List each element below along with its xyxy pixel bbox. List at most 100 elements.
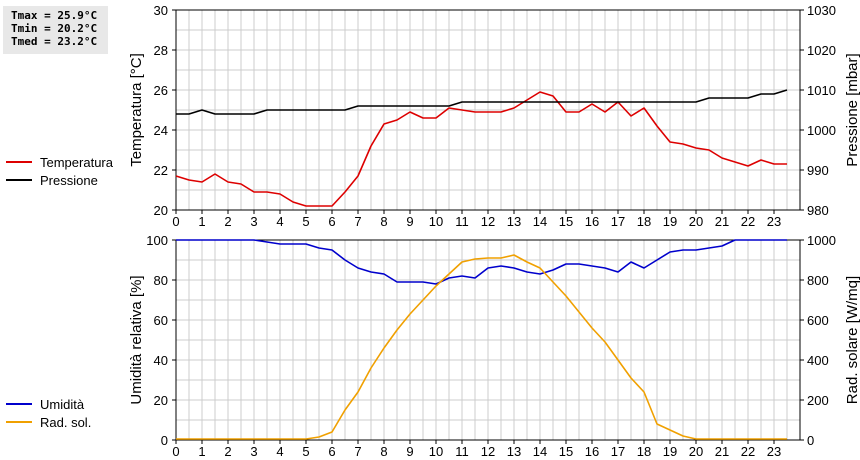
x-tick-label: 22 bbox=[741, 214, 755, 229]
y2-tick-label: 1000 bbox=[807, 233, 836, 248]
y-tick-label: 26 bbox=[154, 83, 168, 98]
x-tick-label: 23 bbox=[767, 214, 781, 229]
tmed-text: Tmed = 23.2°C bbox=[11, 35, 98, 48]
y2-tick-label: 980 bbox=[807, 203, 829, 218]
y2-tick-label: 0 bbox=[807, 433, 814, 448]
legend-label-pressione: Pressione bbox=[40, 172, 98, 188]
x-tick-label: 1 bbox=[198, 444, 205, 459]
x-tick-label: 7 bbox=[354, 214, 361, 229]
legend-item-temperatura: Temperatura bbox=[6, 153, 113, 171]
x-tick-label: 16 bbox=[585, 214, 599, 229]
y2-tick-label: 400 bbox=[807, 353, 829, 368]
x-tick-label: 18 bbox=[637, 214, 651, 229]
legend-top: Temperatura Pressione bbox=[6, 153, 113, 189]
y-tick-label: 22 bbox=[154, 163, 168, 178]
y-axis-label: Temperatura [°C] bbox=[128, 53, 145, 167]
y2-tick-label: 1010 bbox=[807, 83, 836, 98]
y2-tick-label: 800 bbox=[807, 273, 829, 288]
y-tick-label: 100 bbox=[146, 233, 168, 248]
y2-tick-label: 1000 bbox=[807, 123, 836, 138]
legend-item-pressione: Pressione bbox=[6, 171, 113, 189]
x-tick-label: 21 bbox=[715, 444, 729, 459]
x-tick-label: 10 bbox=[429, 214, 443, 229]
y-tick-label: 30 bbox=[154, 3, 168, 18]
x-tick-label: 22 bbox=[741, 444, 755, 459]
x-tick-label: 8 bbox=[380, 444, 387, 459]
x-tick-label: 9 bbox=[406, 214, 413, 229]
stats-box: Tmax = 25.9°C Tmin = 20.2°C Tmed = 23.2°… bbox=[3, 6, 108, 54]
y-tick-label: 24 bbox=[154, 123, 168, 138]
x-tick-label: 19 bbox=[663, 444, 677, 459]
series-line-umidit- bbox=[176, 239, 787, 285]
x-tick-label: 3 bbox=[250, 444, 257, 459]
tmin-text: Tmin = 20.2°C bbox=[11, 22, 98, 35]
legend-label-temperatura: Temperatura bbox=[40, 154, 113, 170]
y2-tick-label: 600 bbox=[807, 313, 829, 328]
legend-label-umidita: Umidità bbox=[40, 396, 85, 412]
y-tick-label: 0 bbox=[161, 433, 168, 448]
y2-tick-label: 200 bbox=[807, 393, 829, 408]
series-line-temperatura bbox=[175, 91, 787, 207]
x-tick-label: 5 bbox=[302, 444, 309, 459]
x-tick-label: 13 bbox=[507, 214, 521, 229]
y-tick-label: 20 bbox=[154, 203, 168, 218]
chart-panel-0: 0 1 2 3 4 5 6 7 8 9 10 11 12 13 14 15 16 17 18 19 20 21 22 2320… bbox=[128, 3, 860, 229]
x-tick-label: 4 bbox=[276, 444, 283, 459]
x-tick-label: 5 bbox=[302, 214, 309, 229]
x-tick-label: 12 bbox=[481, 214, 495, 229]
x-tick-label: 12 bbox=[481, 444, 495, 459]
x-tick-label: 0 bbox=[172, 444, 179, 459]
x-tick-label: 20 bbox=[689, 444, 703, 459]
y-tick-label: 28 bbox=[154, 43, 168, 58]
legend-swatch-pressione bbox=[6, 179, 32, 181]
x-tick-label: 7 bbox=[354, 444, 361, 459]
x-tick-label: 4 bbox=[276, 214, 283, 229]
x-tick-label: 11 bbox=[455, 444, 469, 459]
x-tick-label: 13 bbox=[507, 444, 521, 459]
x-tick-label: 20 bbox=[689, 214, 703, 229]
y2-axis-label: Pressione [mbar] bbox=[844, 53, 860, 166]
x-tick-label: 23 bbox=[767, 444, 781, 459]
legend-item-radiazione: Rad. sol. bbox=[6, 413, 91, 431]
series-line-pressione bbox=[176, 89, 788, 115]
x-tick-label: 11 bbox=[455, 214, 469, 229]
y-axis-label: Umidità relativa [%] bbox=[128, 275, 145, 404]
legend-item-umidita: Umidità bbox=[6, 395, 91, 413]
y2-axis-label: Rad. solare [W/mq] bbox=[844, 276, 860, 404]
y2-tick-label: 990 bbox=[807, 163, 829, 178]
x-tick-label: 14 bbox=[533, 444, 547, 459]
x-tick-label: 18 bbox=[637, 444, 651, 459]
x-tick-label: 8 bbox=[380, 214, 387, 229]
x-tick-label: 15 bbox=[559, 214, 573, 229]
x-tick-label: 3 bbox=[250, 214, 257, 229]
legend-swatch-temperatura bbox=[6, 161, 32, 163]
x-tick-label: 2 bbox=[224, 214, 231, 229]
x-tick-label: 21 bbox=[715, 214, 729, 229]
legend-label-radiazione: Rad. sol. bbox=[40, 414, 92, 430]
x-tick-label: 1 bbox=[198, 214, 205, 229]
x-tick-label: 17 bbox=[611, 444, 625, 459]
x-tick-label: 10 bbox=[429, 444, 443, 459]
x-tick-label: 0 bbox=[172, 214, 179, 229]
legend-swatch-umidita bbox=[6, 403, 32, 405]
chart-panel-1: 0 1 2 3 4 5 6 7 8 9 10 11 12 13 14 15 16 17 18 19 20 21 22 2302… bbox=[128, 233, 860, 459]
x-tick-label: 9 bbox=[406, 444, 413, 459]
y-tick-label: 60 bbox=[154, 313, 168, 328]
x-tick-label: 6 bbox=[328, 444, 335, 459]
y-tick-label: 40 bbox=[154, 353, 168, 368]
y-tick-label: 20 bbox=[154, 393, 168, 408]
legend-bottom: Umidità Rad. sol. bbox=[6, 395, 91, 431]
y2-tick-label: 1020 bbox=[807, 43, 836, 58]
x-tick-label: 16 bbox=[585, 444, 599, 459]
x-tick-label: 14 bbox=[533, 214, 547, 229]
x-tick-label: 15 bbox=[559, 444, 573, 459]
y2-tick-label: 1030 bbox=[807, 3, 836, 18]
x-tick-label: 17 bbox=[611, 214, 625, 229]
y-tick-label: 80 bbox=[154, 273, 168, 288]
x-tick-label: 19 bbox=[663, 214, 677, 229]
x-tick-label: 6 bbox=[328, 214, 335, 229]
tmax-text: Tmax = 25.9°C bbox=[11, 9, 98, 22]
series-line-rad-sol- bbox=[176, 254, 787, 440]
legend-swatch-radiazione bbox=[6, 421, 32, 423]
